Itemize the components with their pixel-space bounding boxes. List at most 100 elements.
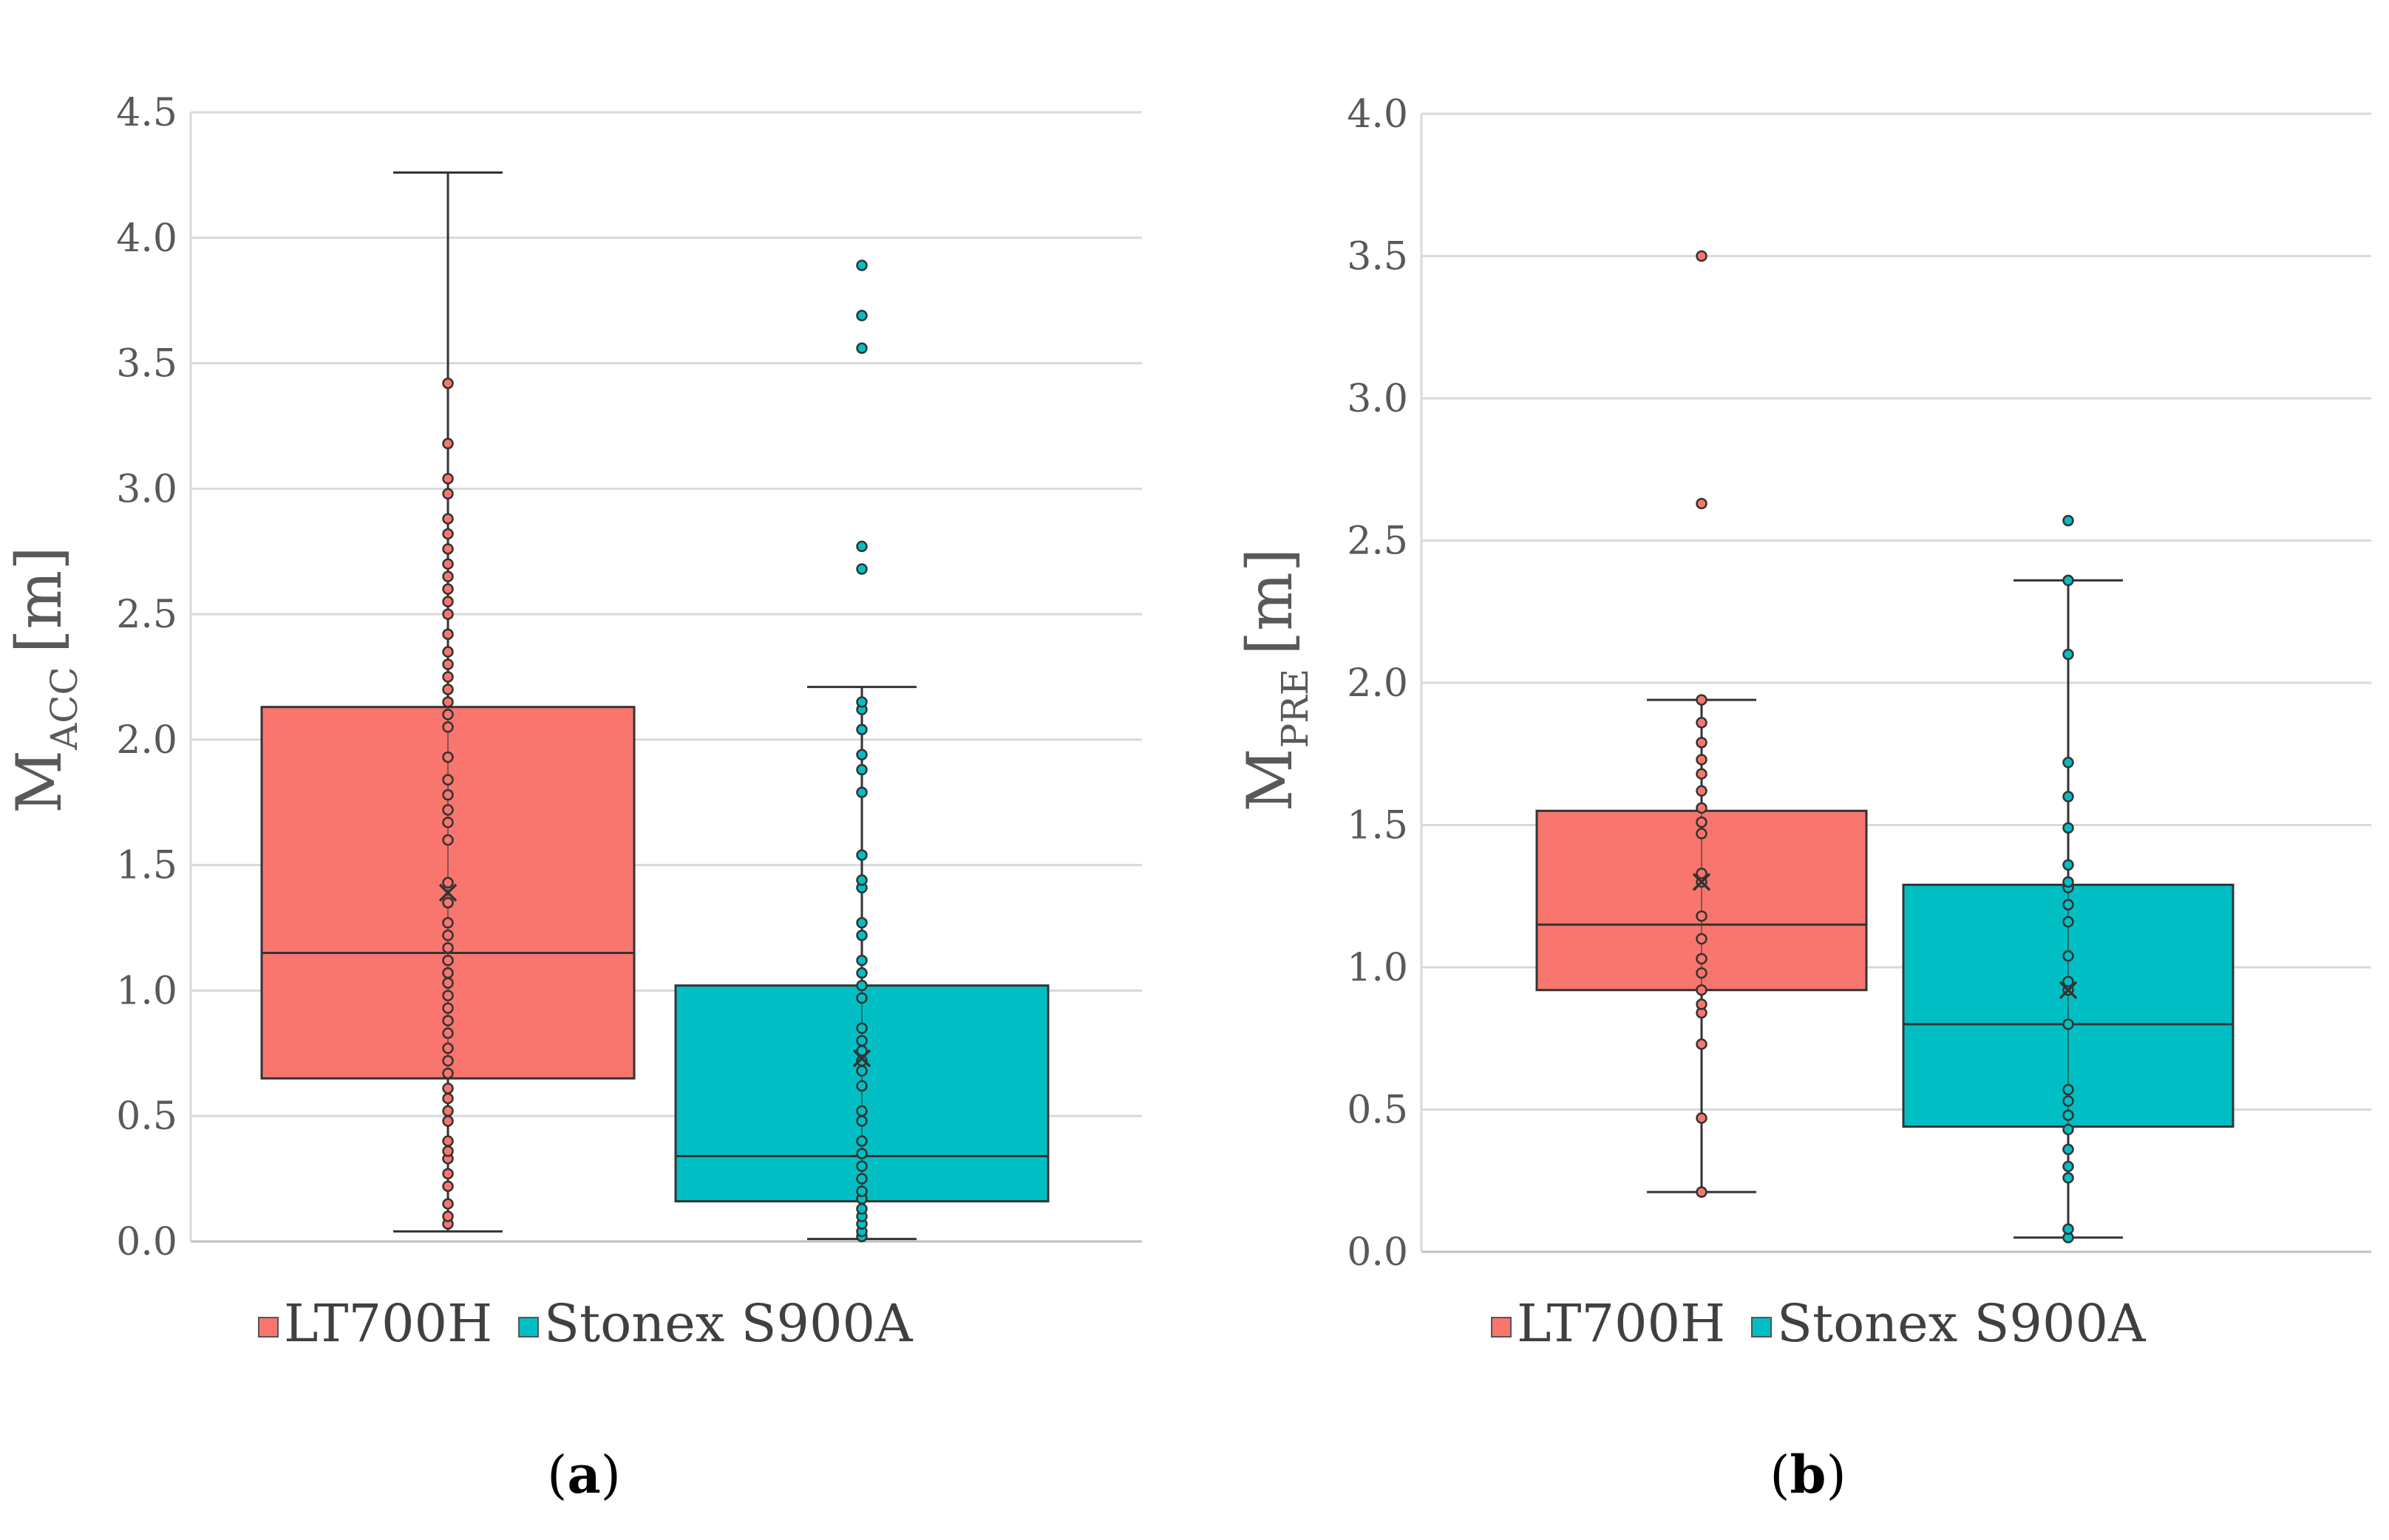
data-point (1696, 1112, 1707, 1124)
data-point (1696, 737, 1707, 749)
y-tick-label: 1.5 (1347, 804, 1408, 848)
box-stonex-s900a (674, 259, 1050, 1242)
caption-paren-open: ( (547, 1445, 567, 1505)
data-point (2062, 574, 2074, 587)
data-point (856, 1160, 868, 1172)
data-point (442, 788, 454, 801)
data-point (1696, 717, 1707, 729)
box-lt700h (260, 171, 636, 1233)
y-tick-label: 2.5 (1347, 519, 1408, 564)
data-point (1696, 828, 1707, 839)
data-point (442, 543, 454, 555)
data-point (442, 896, 454, 909)
data-point (442, 1145, 454, 1157)
data-point (856, 929, 868, 941)
caption-letter: a (567, 1444, 600, 1505)
data-point (856, 954, 868, 967)
data-point (1696, 953, 1707, 965)
data-point (856, 563, 868, 575)
panel-caption: (a) (547, 1444, 621, 1505)
data-point (442, 558, 454, 570)
data-point (856, 849, 868, 861)
y-axis-label: MACC [m] (3, 546, 86, 814)
data-point (856, 874, 868, 886)
data-point (856, 992, 868, 1004)
panel-caption: (b) (1770, 1444, 1846, 1505)
data-point (1696, 1186, 1707, 1198)
legend-swatch (518, 1317, 539, 1338)
data-point (442, 1135, 454, 1147)
mean-marker (852, 1049, 871, 1068)
data-point (2062, 975, 2074, 987)
data-point (1696, 868, 1707, 879)
y-tick-label: 0.0 (116, 1220, 177, 1264)
data-point (1696, 785, 1707, 797)
data-point (442, 658, 454, 670)
box-stonex-s900a (1902, 514, 2235, 1244)
data-point (442, 967, 454, 979)
legend-label: LT700H (284, 1293, 492, 1354)
data-point (1696, 984, 1707, 996)
data-point (442, 608, 454, 620)
data-point (442, 513, 454, 525)
caption-paren-close: ) (1826, 1445, 1846, 1505)
data-point (2062, 648, 2074, 661)
data-point (2062, 1172, 2074, 1184)
data-point (856, 1135, 868, 1147)
data-point (442, 834, 454, 846)
data-point (2062, 1123, 2074, 1136)
data-point (442, 1115, 454, 1127)
y-tick-label: 3.0 (1347, 377, 1408, 421)
data-point (442, 917, 454, 929)
y-tick-label: 4.0 (1347, 92, 1408, 137)
data-point (2062, 1143, 2074, 1156)
data-point (442, 377, 454, 389)
y-tick-label: 2.0 (116, 718, 177, 763)
data-point (442, 1055, 454, 1067)
data-point (442, 1092, 454, 1105)
data-point (442, 1210, 454, 1222)
data-point (2062, 1095, 2074, 1107)
data-point (856, 967, 868, 979)
data-point (442, 721, 454, 733)
mean-marker (438, 883, 458, 902)
data-point (1696, 910, 1707, 922)
data-point (442, 804, 454, 816)
data-point (442, 709, 454, 720)
legend-label: LT700H (1517, 1293, 1725, 1354)
data-point (856, 917, 868, 929)
data-point (1696, 754, 1707, 766)
data-point (442, 941, 454, 954)
data-point (442, 1015, 454, 1026)
data-point (442, 488, 454, 500)
caption-letter: b (1790, 1444, 1826, 1505)
data-point (856, 1115, 868, 1127)
data-point (442, 583, 454, 595)
data-point (442, 954, 454, 967)
data-point (442, 1027, 454, 1039)
legend-label: Stonex S900A (1777, 1293, 2147, 1354)
data-point (442, 628, 454, 641)
panel-a: 0.0 0.5 1.0 1.5 2.0 2.5 3.0 3.5 4.0 4.5 MACC [m] LT7… (3, 91, 1142, 1505)
data-point (442, 1002, 454, 1014)
data-point (442, 570, 454, 582)
data-point (1696, 250, 1707, 262)
data-point (856, 540, 868, 553)
data-point (2062, 950, 2074, 962)
data-point (442, 1180, 454, 1193)
data-point (856, 786, 868, 798)
data-point (2062, 1018, 2074, 1030)
legend-swatch (1751, 1317, 1772, 1338)
data-point (856, 342, 868, 354)
data-point (2062, 757, 2074, 769)
data-point (1696, 967, 1707, 979)
data-point (442, 929, 454, 941)
data-point (2062, 1223, 2074, 1235)
data-point (856, 1105, 868, 1117)
y-tick-label: 2.0 (1347, 661, 1408, 706)
y-tick-label: 1.0 (1347, 946, 1408, 990)
y-tick-label: 0.0 (1347, 1230, 1408, 1275)
y-tick-label: 2.5 (116, 593, 177, 637)
y-tick-label: 4.5 (116, 91, 177, 135)
y-axis-label-subscript: ACC (43, 667, 86, 751)
